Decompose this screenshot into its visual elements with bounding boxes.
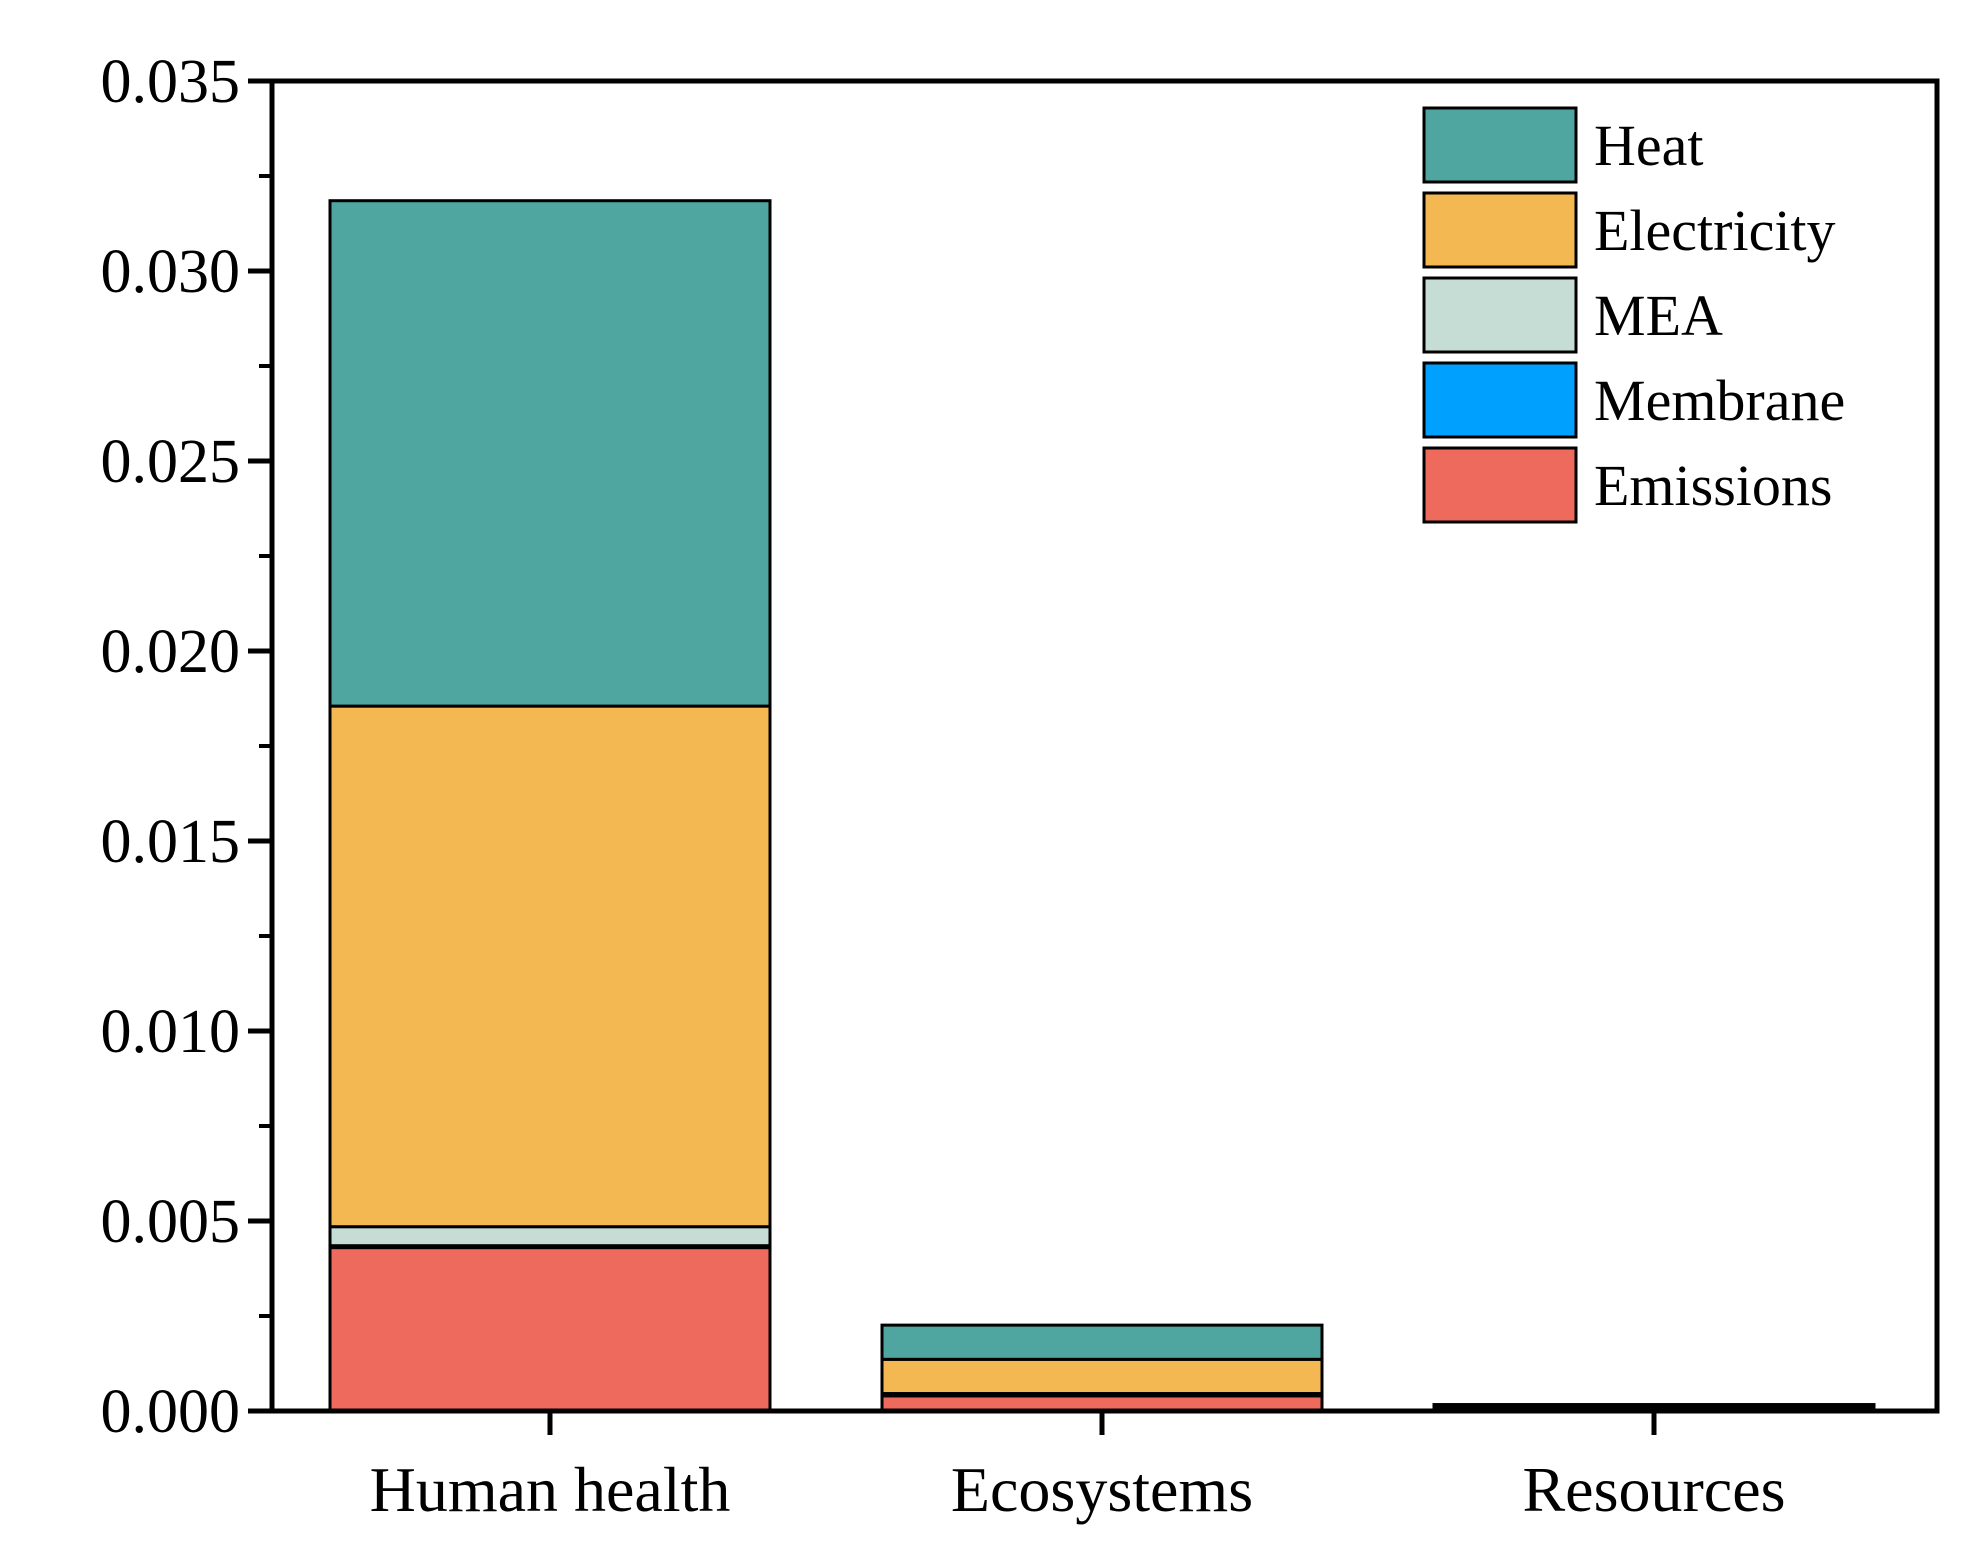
x-category-label-resources: Resources [1522, 1454, 1785, 1525]
bar-resources-heat [1432, 1403, 1876, 1408]
legend-label-mea: MEA [1594, 283, 1723, 348]
bar-ecosystems-heat [880, 1323, 1324, 1361]
bar-human-health-mea [328, 1225, 772, 1248]
legend-label-membrane: Membrane [1594, 368, 1845, 433]
legend-swatch-electricity [1422, 191, 1578, 269]
bar-human-health-electricity [328, 704, 772, 1229]
bar-human-health-emissions [328, 1246, 772, 1413]
y-tick-label: 0.035 [101, 48, 241, 116]
y-tick-label: 0.010 [101, 998, 241, 1066]
bar-ecosystems-electricity [880, 1357, 1324, 1396]
legend-swatch-emissions [1422, 446, 1578, 524]
legend-swatch-membrane [1422, 361, 1578, 439]
x-category-label-ecosystems: Ecosystems [951, 1454, 1253, 1525]
bar-human-health-heat [328, 199, 772, 708]
legend-swatch-heat [1422, 106, 1578, 184]
x-category-label-human-health: Human health [370, 1454, 731, 1525]
legend: Heat Electricity MEA Membrane Emissions [1422, 106, 1845, 524]
y-tick-label: 0.015 [101, 808, 241, 876]
legend-label-emissions: Emissions [1594, 453, 1833, 518]
y-tick-label: 0.005 [101, 1188, 241, 1256]
y-tick-label: 0.025 [101, 428, 241, 496]
y-tick-label: 0.000 [101, 1378, 241, 1446]
y-tick-label: 0.030 [101, 238, 241, 306]
legend-label-electricity: Electricity [1594, 198, 1836, 263]
bars-layer [328, 199, 1876, 1413]
y-tick-label: 0.020 [101, 618, 241, 686]
axes-layer: 0.000 0.005 0.010 0.015 0.020 0.025 0.030 0.035… [101, 48, 1786, 1525]
legend-swatch-mea [1422, 276, 1578, 354]
legend-label-heat: Heat [1594, 113, 1704, 178]
